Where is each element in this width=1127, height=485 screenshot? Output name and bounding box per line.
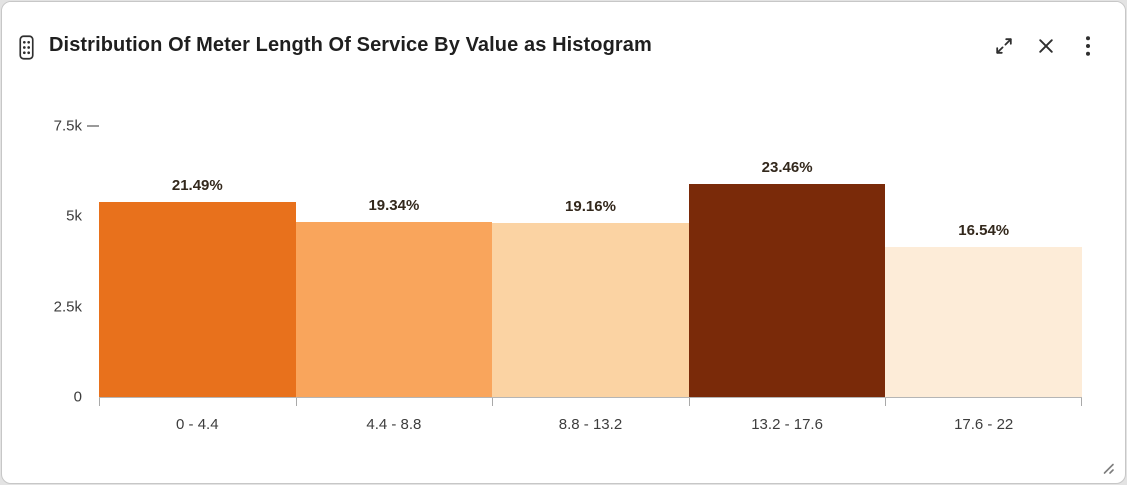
bar-percent-label: 19.16% (565, 198, 616, 216)
bar-group: 21.49% (99, 126, 296, 397)
y-axis-label: 7.5k (53, 117, 82, 135)
x-axis-category-label: 4.4 - 8.8 (366, 416, 422, 433)
header-actions (993, 35, 1099, 57)
expand-icon[interactable] (993, 35, 1015, 57)
y-axis-label: 0 (73, 388, 82, 406)
x-axis-tick (295, 398, 297, 406)
bar-percent-label: 21.49% (171, 177, 223, 195)
close-icon[interactable] (1035, 35, 1057, 57)
histogram-bar[interactable] (885, 247, 1082, 397)
y-axis-label: 5k (66, 207, 82, 225)
kebab-menu-icon[interactable] (1077, 35, 1099, 57)
bar-percent-label: 16.54% (958, 222, 1010, 240)
histogram-bar[interactable] (688, 184, 886, 397)
x-axis-tick (492, 398, 494, 406)
widget-header: Distribution Of Meter Length Of Service … (2, 2, 1125, 74)
widget-title: Distribution Of Meter Length Of Service … (49, 34, 652, 56)
drag-handle-icon[interactable] (17, 35, 36, 60)
bar-percent-label: 19.34% (368, 196, 420, 214)
bar-group: 16.54% (885, 126, 1082, 397)
x-axis-tick (1081, 398, 1082, 406)
y-axis-tick (87, 125, 99, 127)
y-axis-label: 2.5k (53, 298, 82, 316)
x-axis-category-label: 8.8 - 13.2 (558, 416, 623, 433)
x-axis-category-label: 0 - 4.4 (176, 416, 219, 433)
x-axis-tick (99, 398, 100, 406)
x-axis: 0 - 4.4 4.4 - 8.8 8.8 - 13.2 13.2 - 17.6 17.… (99, 416, 1082, 433)
x-axis-category-label: 13.2 - 17.6 (751, 416, 823, 433)
histogram-plot-area: 21.49% 19.34% 19.16% 23.46% 16.54% (87, 125, 1082, 406)
x-axis-tick (688, 398, 690, 406)
x-axis-tick (885, 398, 887, 406)
bar-group: 19.34% (295, 126, 493, 397)
y-axis: 0 2.5k 5k 7.5k (2, 118, 86, 406)
bar-group: 23.46% (688, 126, 886, 397)
histogram-bar[interactable] (295, 221, 493, 397)
resize-handle-icon[interactable] (1099, 459, 1115, 475)
x-axis-category-label: 17.6 - 22 (954, 416, 1014, 433)
bar-group: 19.16% (492, 126, 689, 397)
histogram-bar[interactable] (99, 202, 296, 397)
x-axis-line (99, 397, 1082, 398)
histogram-bar[interactable] (492, 223, 689, 397)
bar-percent-label: 23.46% (761, 159, 813, 177)
